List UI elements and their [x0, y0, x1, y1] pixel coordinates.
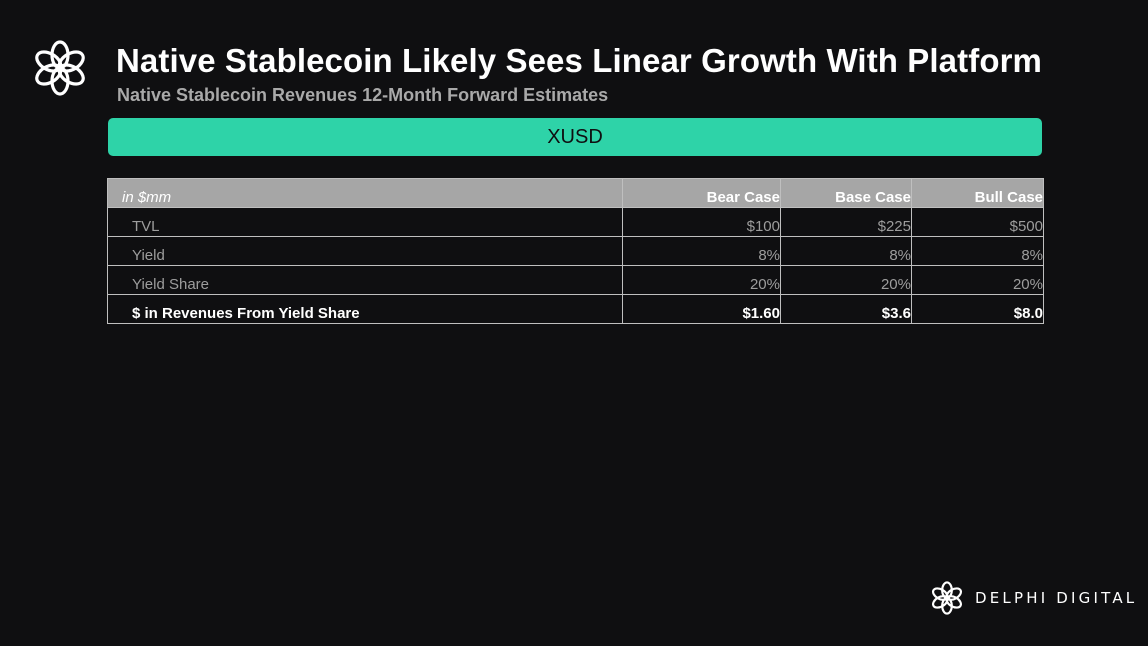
row-label: Yield	[107, 236, 623, 266]
cell-base: 8%	[780, 236, 912, 266]
cell-bear: 20%	[622, 265, 781, 295]
cell-bull: $8.0	[911, 294, 1044, 324]
column-header-bull: Bull Case	[911, 178, 1044, 208]
delphi-logo-icon	[35, 40, 85, 96]
column-header-base: Base Case	[780, 178, 912, 208]
page-subtitle: Native Stablecoin Revenues 12-Month Forw…	[117, 85, 609, 105]
cell-bull: $500	[911, 207, 1044, 237]
table-row-revenues: $ in Revenues From Yield Share $1.60 $3.…	[107, 294, 1044, 324]
xusd-banner: XUSD	[108, 118, 1042, 156]
cell-bear: $1.60	[622, 294, 781, 324]
row-label: $ in Revenues From Yield Share	[107, 294, 623, 324]
cell-bull: 8%	[911, 236, 1044, 266]
cell-bull: 20%	[911, 265, 1044, 295]
page-title: Native Stablecoin Likely Sees Linear Gro…	[116, 42, 1042, 79]
cell-base: $3.6	[780, 294, 912, 324]
row-label: TVL	[107, 207, 623, 237]
footer-brand: DELPHI DIGITAL	[975, 589, 1138, 607]
cell-bear: 8%	[622, 236, 781, 266]
table-row-yield-share: Yield Share 20% 20% 20%	[107, 265, 1044, 295]
table-header-row: in $mm Bear Case Base Case Bull Case	[107, 178, 1044, 208]
unit-label: in $mm	[107, 178, 623, 208]
cell-bear: $100	[622, 207, 781, 237]
revenue-table: in $mm Bear Case Base Case Bull Case TVL…	[107, 178, 1044, 324]
delphi-footer-logo-icon	[931, 581, 963, 615]
table-row-yield: Yield 8% 8% 8%	[107, 236, 1044, 266]
table-row-tvl: TVL $100 $225 $500	[107, 207, 1044, 237]
cell-base: $225	[780, 207, 912, 237]
column-header-bear: Bear Case	[622, 178, 781, 208]
row-label: Yield Share	[107, 265, 623, 295]
cell-base: 20%	[780, 265, 912, 295]
